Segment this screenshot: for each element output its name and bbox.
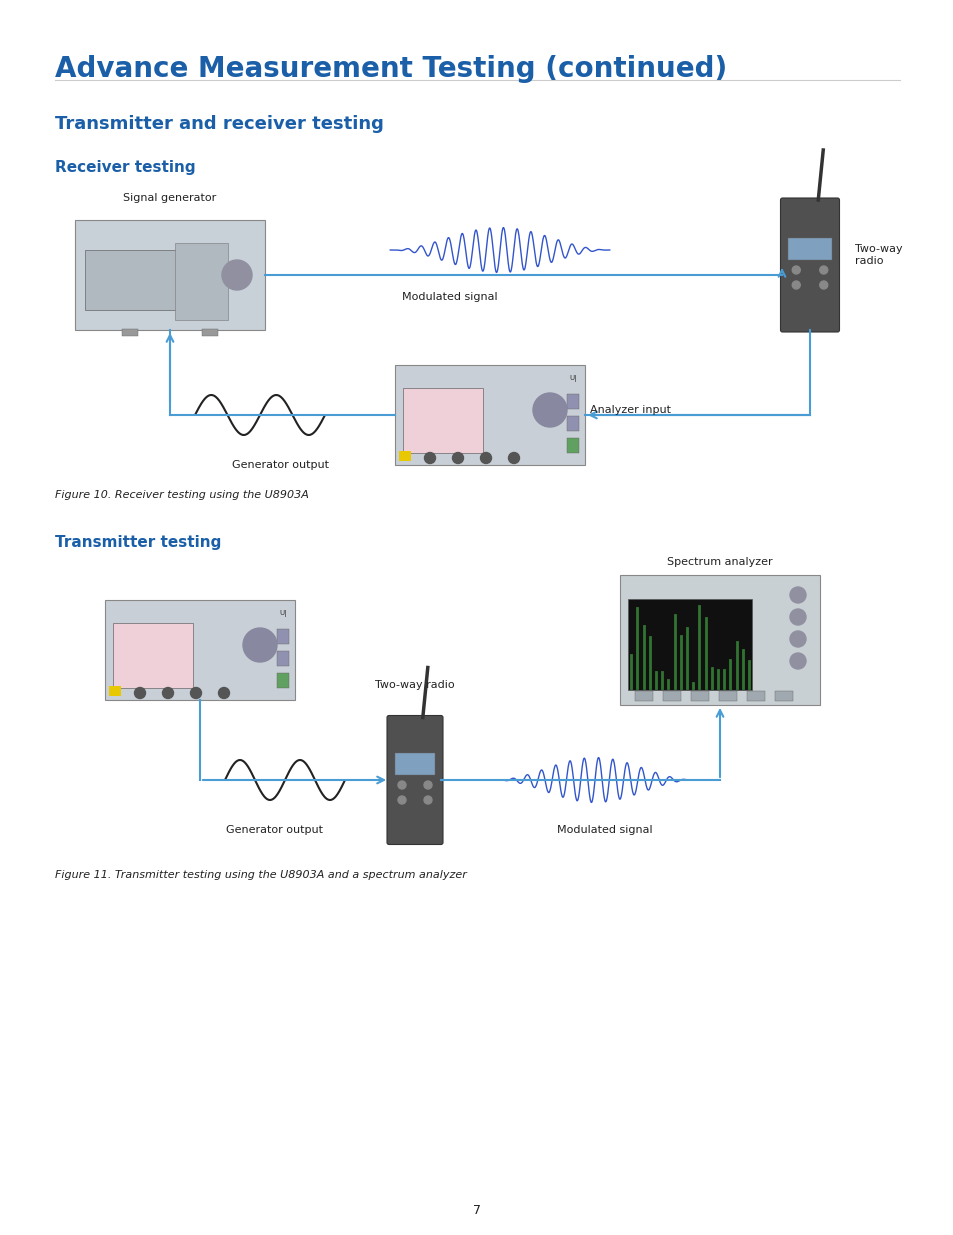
- FancyBboxPatch shape: [402, 388, 482, 453]
- FancyBboxPatch shape: [719, 692, 737, 701]
- FancyBboxPatch shape: [788, 238, 831, 261]
- FancyBboxPatch shape: [122, 329, 138, 336]
- FancyBboxPatch shape: [395, 753, 435, 776]
- Circle shape: [218, 688, 230, 699]
- Text: Two-way
radio: Two-way radio: [854, 245, 902, 266]
- FancyBboxPatch shape: [566, 416, 578, 431]
- FancyBboxPatch shape: [566, 394, 578, 409]
- Text: Analyzer input: Analyzer input: [589, 405, 670, 415]
- Text: Modulated signal: Modulated signal: [402, 291, 497, 303]
- Circle shape: [424, 452, 435, 463]
- FancyBboxPatch shape: [276, 629, 289, 643]
- FancyBboxPatch shape: [85, 249, 180, 310]
- FancyBboxPatch shape: [276, 651, 289, 666]
- FancyBboxPatch shape: [619, 576, 820, 705]
- Circle shape: [533, 393, 566, 427]
- Text: Transmitter and receiver testing: Transmitter and receiver testing: [55, 115, 383, 133]
- Text: Advance Measurement Testing (continued): Advance Measurement Testing (continued): [55, 56, 726, 83]
- FancyBboxPatch shape: [202, 329, 218, 336]
- Text: U|: U|: [279, 610, 287, 618]
- FancyBboxPatch shape: [109, 685, 121, 697]
- Circle shape: [791, 282, 800, 289]
- Text: Receiver testing: Receiver testing: [55, 161, 195, 175]
- Text: Figure 11. Transmitter testing using the U8903A and a spectrum analyzer: Figure 11. Transmitter testing using the…: [55, 869, 466, 881]
- Circle shape: [819, 266, 827, 274]
- FancyBboxPatch shape: [780, 198, 839, 332]
- FancyBboxPatch shape: [395, 366, 584, 466]
- FancyBboxPatch shape: [105, 600, 294, 700]
- FancyBboxPatch shape: [398, 451, 411, 461]
- Circle shape: [222, 261, 252, 290]
- Text: U|: U|: [569, 375, 577, 382]
- FancyBboxPatch shape: [112, 622, 193, 688]
- Circle shape: [480, 452, 491, 463]
- Text: Generator output: Generator output: [232, 459, 328, 471]
- Circle shape: [791, 266, 800, 274]
- Circle shape: [397, 781, 406, 789]
- FancyBboxPatch shape: [566, 438, 578, 453]
- Circle shape: [508, 452, 519, 463]
- Text: 7: 7: [473, 1203, 480, 1216]
- Text: Modulated signal: Modulated signal: [557, 825, 652, 835]
- FancyBboxPatch shape: [690, 692, 708, 701]
- Circle shape: [243, 629, 276, 662]
- FancyBboxPatch shape: [635, 692, 652, 701]
- Text: Generator output: Generator output: [226, 825, 323, 835]
- Circle shape: [819, 282, 827, 289]
- FancyBboxPatch shape: [75, 220, 265, 330]
- Circle shape: [162, 688, 173, 699]
- FancyBboxPatch shape: [774, 692, 792, 701]
- Circle shape: [134, 688, 146, 699]
- Text: Figure 10. Receiver testing using the U8903A: Figure 10. Receiver testing using the U8…: [55, 490, 309, 500]
- FancyBboxPatch shape: [276, 673, 289, 688]
- FancyBboxPatch shape: [627, 599, 751, 690]
- Circle shape: [789, 609, 805, 625]
- Text: Transmitter testing: Transmitter testing: [55, 535, 221, 550]
- Circle shape: [191, 688, 201, 699]
- FancyBboxPatch shape: [746, 692, 764, 701]
- Circle shape: [397, 797, 406, 804]
- FancyBboxPatch shape: [174, 243, 228, 320]
- Circle shape: [789, 631, 805, 647]
- Circle shape: [423, 797, 432, 804]
- FancyBboxPatch shape: [662, 692, 680, 701]
- Text: Two-way radio: Two-way radio: [375, 680, 455, 690]
- Text: Signal generator: Signal generator: [123, 193, 216, 203]
- Text: Spectrum analyzer: Spectrum analyzer: [666, 557, 772, 567]
- Circle shape: [452, 452, 463, 463]
- Circle shape: [789, 653, 805, 669]
- FancyBboxPatch shape: [387, 715, 442, 845]
- Circle shape: [423, 781, 432, 789]
- Circle shape: [789, 587, 805, 603]
